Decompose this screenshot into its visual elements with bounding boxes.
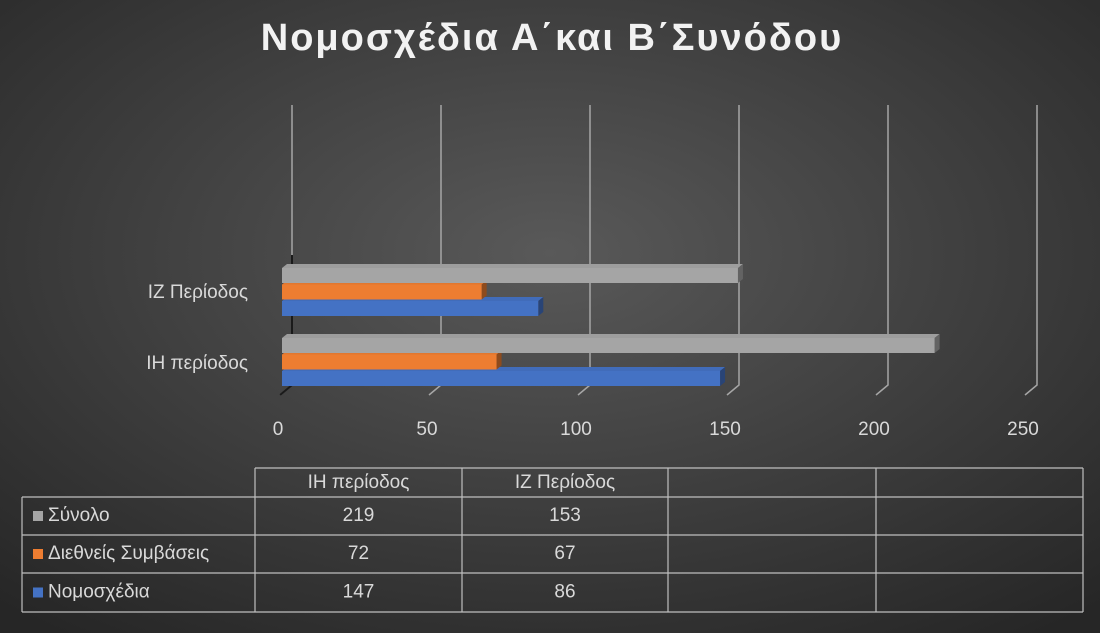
table-value: 147 <box>343 582 375 603</box>
legend-label: Σύνολο <box>48 505 110 526</box>
bar-end <box>737 264 743 283</box>
grid-line <box>875 105 889 396</box>
bar <box>282 354 497 370</box>
table-value: 219 <box>343 505 375 526</box>
legend-label: Διεθνείς Συμβάσεις <box>48 543 209 564</box>
x-tick-label: 0 <box>273 419 284 440</box>
legend-label: Νομοσχέδια <box>48 582 150 603</box>
bar-top <box>282 264 743 268</box>
bar <box>282 338 935 353</box>
y-tick-label: ΙΗ περίοδος <box>146 353 248 374</box>
chart-title: Νομοσχέδια Α΄και Β΄Συνόδου <box>261 17 843 59</box>
bar-top <box>282 334 940 338</box>
x-tick-label: 250 <box>1007 419 1039 440</box>
legend-swatch <box>33 549 43 559</box>
y-tick-label: ΙΖ Περίοδος <box>148 282 248 303</box>
table-value: 153 <box>549 505 581 526</box>
table-value: 67 <box>554 543 575 564</box>
table-value: 72 <box>348 543 369 564</box>
bar-end <box>934 334 940 353</box>
bar-end <box>496 350 502 370</box>
table-header: ΙΗ περίοδος <box>308 472 410 493</box>
bar-end <box>481 280 487 300</box>
x-tick-label: 200 <box>858 419 890 440</box>
legend-swatch <box>33 587 43 598</box>
bar-end <box>538 297 544 316</box>
bar <box>282 284 482 300</box>
bar-end <box>720 367 726 386</box>
x-tick-label: 100 <box>560 419 592 440</box>
legend-swatch <box>33 511 43 521</box>
bar <box>282 268 738 283</box>
x-tick-label: 150 <box>709 419 741 440</box>
table-header: ΙΖ Περίοδος <box>515 472 615 493</box>
grid-line <box>1024 105 1038 396</box>
bar <box>282 301 539 316</box>
bar <box>282 371 721 386</box>
grid-line <box>726 105 740 396</box>
table-value: 86 <box>554 582 575 603</box>
x-tick-label: 50 <box>416 419 437 440</box>
